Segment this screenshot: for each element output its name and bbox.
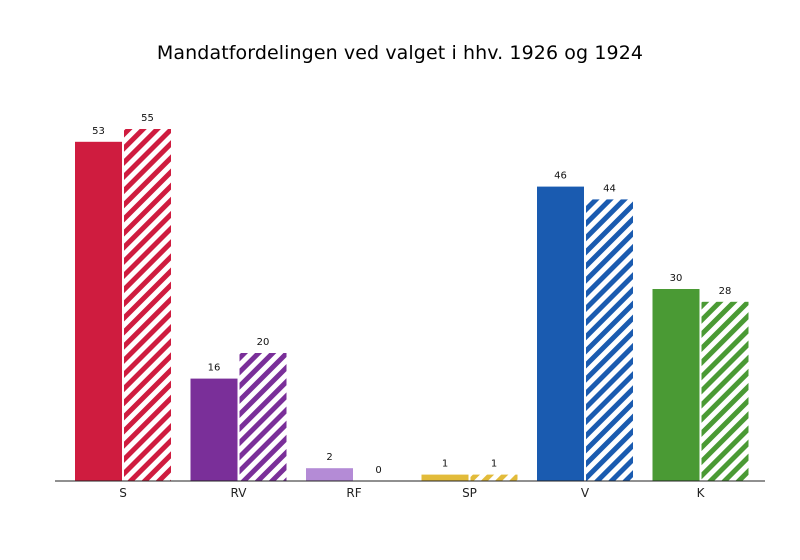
- chart-title: Mandatfordelingen ved valget i hhv. 1926…: [156, 42, 644, 64]
- x-tick-label-rf: RF: [346, 486, 361, 500]
- x-tick-label-rv: RV: [231, 486, 248, 500]
- value-label-v-series-1: 46: [554, 171, 567, 182]
- bar-v-series-2: [586, 199, 633, 481]
- bar-s-series-2: [124, 129, 171, 481]
- value-label-sp-series-1: 1: [442, 459, 448, 470]
- value-label-rf-series-2: 0: [375, 465, 381, 476]
- bar-k-series-2: [701, 301, 749, 481]
- bar-s-series-1: [75, 141, 122, 482]
- x-tick-labels-group: S RV RF SP V K: [119, 486, 705, 500]
- bar-rv-series-2: [239, 353, 287, 481]
- value-label-rf-series-1: 2: [326, 452, 332, 463]
- bar-k-series-1: [652, 289, 700, 481]
- value-label-s-series-2: 55: [141, 113, 154, 124]
- x-tick-label-s: S: [119, 486, 127, 500]
- bar-sp-series-1: [421, 474, 469, 481]
- bar-rf-series-1: [306, 468, 353, 481]
- value-label-sp-series-2: 1: [491, 459, 497, 470]
- bars-group: [75, 129, 749, 482]
- value-label-k-series-1: 30: [670, 273, 683, 284]
- x-tick-label-k: K: [697, 486, 706, 500]
- value-label-rv-series-2: 20: [257, 337, 270, 348]
- value-label-v-series-2: 44: [603, 183, 616, 194]
- x-tick-label-v: V: [581, 486, 590, 500]
- value-label-s-series-1: 53: [92, 126, 105, 137]
- value-label-k-series-2: 28: [719, 286, 732, 297]
- value-label-rv-series-1: 16: [208, 363, 221, 374]
- bar-sp-series-2: [470, 474, 518, 481]
- x-tick-label-sp: SP: [462, 486, 477, 500]
- bar-v-series-1: [537, 186, 584, 481]
- bar-rv-series-1: [190, 378, 238, 481]
